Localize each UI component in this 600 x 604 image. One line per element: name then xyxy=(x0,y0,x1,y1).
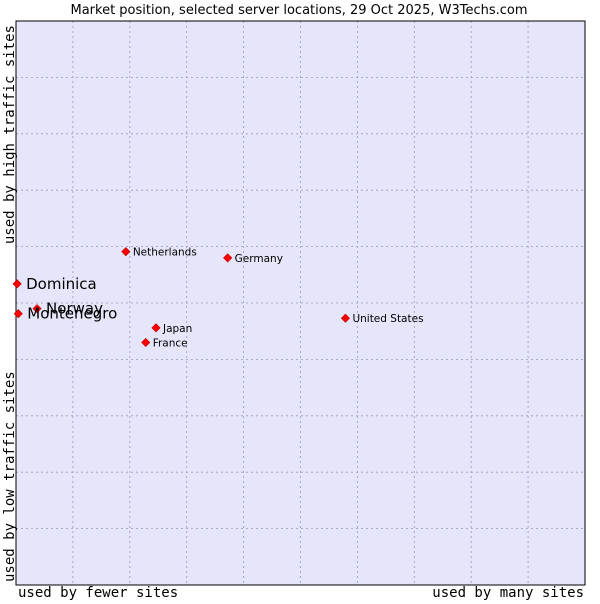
y-axis-label-bottom: used by low traffic sites xyxy=(2,371,18,582)
plot-frame xyxy=(15,20,586,586)
data-points: Netherlands Germany Dominica NorwayMonteneg… xyxy=(12,247,424,349)
point-label-japan: Japan xyxy=(162,323,192,335)
data-point-montenegro: Montenegro xyxy=(13,305,117,323)
point-marker-dominica xyxy=(12,279,22,289)
point-marker-norway xyxy=(32,304,42,314)
point-label-montenegro: Montenegro xyxy=(27,305,117,323)
data-point-united-states: United States xyxy=(340,313,424,325)
point-label-dominica: Dominica xyxy=(26,275,97,293)
point-marker-germany xyxy=(223,253,233,263)
data-point-france: France xyxy=(141,337,188,349)
point-label-norway: Norway xyxy=(46,300,103,318)
data-point-norway: Norway xyxy=(32,300,103,318)
x-axis-label-right: used by many sites xyxy=(432,585,584,600)
point-label-united-states: United States xyxy=(352,313,423,325)
point-label-france: France xyxy=(153,337,188,349)
chart-title: Market position, selected server locatio… xyxy=(70,3,527,18)
data-point-netherlands: Netherlands xyxy=(121,247,197,259)
point-marker-france xyxy=(141,337,151,348)
point-marker-united-states xyxy=(340,313,351,323)
grid xyxy=(16,21,585,585)
x-axis-label-left: used by fewer sites xyxy=(18,585,178,600)
point-label-netherlands: Netherlands xyxy=(133,247,197,259)
y-axis-label-top: used by high traffic sites xyxy=(2,25,18,244)
data-point-germany: Germany xyxy=(223,253,283,265)
point-marker-montenegro xyxy=(13,309,23,319)
data-point-dominica: Dominica xyxy=(12,275,97,293)
data-point-japan: Japan xyxy=(151,323,192,335)
point-label-germany: Germany xyxy=(235,253,283,265)
point-marker-japan xyxy=(151,323,161,333)
point-marker-netherlands xyxy=(121,247,131,257)
